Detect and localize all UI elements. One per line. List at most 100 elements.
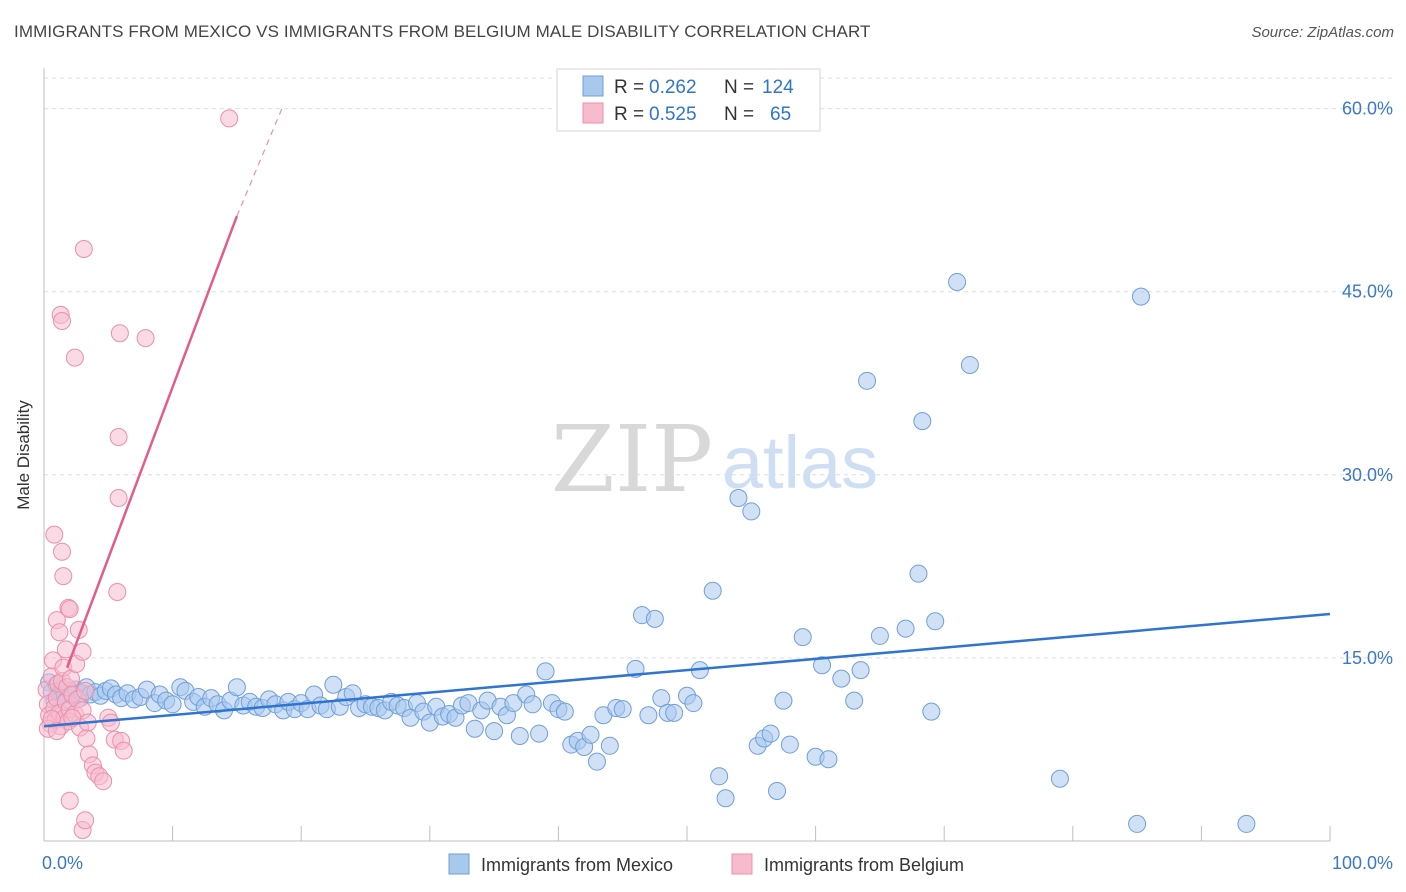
- mexico-point: [761, 724, 780, 743]
- mexico-point: [1050, 769, 1069, 788]
- mexico-point: [324, 675, 343, 694]
- belgium-point: [47, 722, 66, 741]
- mexico-point: [613, 700, 632, 719]
- legend-bottom-swatch-mexico: [448, 853, 470, 875]
- mexico-point: [555, 702, 574, 721]
- legend-top: R = 0.262 N = 124 R = 0.525 N = 65: [556, 68, 821, 132]
- belgium-point: [109, 489, 128, 508]
- belgium-point: [110, 324, 129, 343]
- belgium-points: [37, 109, 239, 840]
- belgium-point: [76, 811, 95, 830]
- belgium-point: [60, 791, 79, 810]
- chart-title: IMMIGRANTS FROM MEXICO VS IMMIGRANTS FRO…: [14, 22, 871, 41]
- mexico-point: [645, 609, 664, 628]
- legend-r-label-belgium: R =: [614, 104, 644, 125]
- belgium-point: [109, 427, 128, 446]
- mexico-point: [858, 371, 877, 390]
- belgium-point: [220, 109, 239, 128]
- mexico-point: [832, 669, 851, 688]
- mexico-point: [851, 661, 870, 680]
- mexico-point: [710, 767, 729, 786]
- mexico-point: [922, 702, 941, 721]
- trend-lines: [43, 108, 1331, 728]
- y-tick-label: 60.0%: [1342, 99, 1393, 119]
- mexico-point: [581, 725, 600, 744]
- belgium-point: [77, 729, 96, 748]
- mexico-point: [639, 706, 658, 725]
- mexico-trend-line: [43, 612, 1331, 728]
- axes: 15.0% 30.0% 45.0% 60.0% 0.0% 100.0%: [42, 68, 1393, 873]
- mexico-point: [1128, 814, 1147, 833]
- mexico-point: [530, 724, 549, 743]
- legend-bottom: Immigrants from Mexico Immigrants from B…: [448, 853, 964, 875]
- mexico-point: [870, 626, 889, 645]
- mexico-point: [703, 581, 722, 600]
- legend-bottom-label-mexico: Immigrants from Mexico: [481, 855, 673, 875]
- belgium-point: [101, 713, 120, 732]
- belgium-point: [60, 600, 79, 619]
- y-tick-label: 45.0%: [1342, 282, 1393, 302]
- mexico-point: [504, 694, 523, 713]
- legend-n-label-mexico: N =: [724, 77, 754, 98]
- mexico-point: [819, 750, 838, 769]
- belgium-point: [53, 542, 72, 561]
- belgium-point: [74, 239, 93, 258]
- mexico-point: [768, 781, 787, 800]
- mexico-point: [163, 695, 182, 714]
- mexico-point: [960, 355, 979, 374]
- mexico-point: [845, 691, 864, 710]
- mexico-point: [523, 695, 542, 714]
- mexico-point: [1237, 814, 1256, 833]
- mexico-point: [1131, 287, 1150, 306]
- mexico-point: [227, 678, 246, 697]
- watermark-zip: ZIP: [551, 406, 713, 513]
- belgium-trend-line: [65, 215, 239, 669]
- mexico-point: [780, 735, 799, 754]
- mexico-point: [729, 489, 748, 508]
- y-tick-label: 15.0%: [1342, 648, 1393, 668]
- belgium-point: [108, 582, 127, 601]
- mexico-point: [465, 719, 484, 738]
- mexico-point: [587, 752, 606, 771]
- source-credit: Source: ZipAtlas.com: [1251, 24, 1394, 41]
- belgium-point: [45, 525, 64, 544]
- mexico-point: [913, 412, 932, 431]
- mexico-point: [896, 619, 915, 638]
- mexico-point: [742, 502, 761, 521]
- watermark-atlas: atlas: [722, 421, 878, 504]
- belgium-point: [63, 708, 82, 727]
- legend-swatch-mexico: [582, 75, 604, 97]
- legend-swatch-belgium: [582, 102, 604, 124]
- mexico-point: [600, 736, 619, 755]
- x-tick-label-max: 100.0%: [1332, 853, 1393, 873]
- mexico-point: [485, 722, 504, 741]
- legend-r-value-belgium: 0.525: [649, 104, 697, 125]
- mexico-point: [716, 789, 735, 808]
- belgium-point: [94, 772, 113, 791]
- legend-r-label-mexico: R =: [614, 77, 644, 98]
- mexico-point: [774, 691, 793, 710]
- belgium-point: [65, 348, 84, 367]
- mexico-point: [510, 727, 529, 746]
- y-axis-label: Male Disability: [14, 400, 33, 510]
- mexico-point: [665, 703, 684, 722]
- mexico-point: [536, 662, 555, 681]
- belgium-point: [53, 312, 72, 331]
- mexico-points: [40, 272, 1256, 833]
- belgium-point: [76, 681, 95, 700]
- legend-n-value-mexico: 124: [762, 77, 794, 98]
- x-tick-label-min: 0.0%: [42, 853, 83, 873]
- belgium-trend-extension: [236, 108, 283, 217]
- legend-n-value-belgium: 65: [770, 104, 791, 125]
- legend-n-label-belgium: N =: [724, 104, 754, 125]
- legend-bottom-label-belgium: Immigrants from Belgium: [764, 855, 964, 875]
- belgium-point: [136, 329, 155, 348]
- legend-r-value-mexico: 0.262: [649, 77, 697, 98]
- mexico-point: [793, 628, 812, 647]
- grid: [44, 77, 1392, 659]
- mexico-point: [909, 564, 928, 583]
- mexico-point: [948, 272, 967, 291]
- belgium-point: [114, 741, 133, 760]
- mexico-point: [813, 656, 832, 675]
